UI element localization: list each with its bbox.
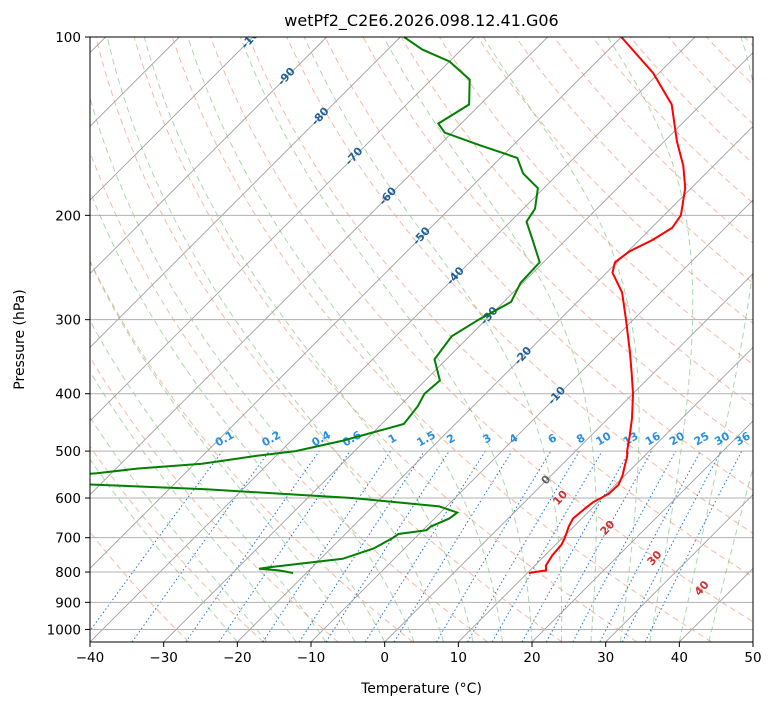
isotherm-line (384, 273, 753, 642)
plot-background (90, 37, 753, 642)
isotherm-line (237, 125, 753, 642)
isotherm-line (90, 37, 475, 422)
dry-adiabat-line (477, 37, 753, 325)
mixing-ratio-line (521, 450, 630, 642)
dry-adiabat-line (400, 37, 753, 407)
dry-adiabat-line (210, 37, 753, 623)
dry-adiabat-line (248, 37, 753, 578)
moist-adiabat-line (90, 189, 386, 642)
moist-adiabat-line (482, 37, 640, 642)
moist-adiabat-line (607, 37, 694, 642)
moist-adiabat-line (106, 37, 445, 642)
moist-adiabat-line (303, 37, 563, 642)
y-tick-label: 1000 (47, 622, 81, 638)
x-tick-label: −30 (149, 650, 178, 666)
moist-adiabat-line (143, 37, 474, 642)
mixing-ratio-line (545, 450, 653, 642)
isotherm-line (163, 52, 753, 642)
temperature-profile-line (528, 37, 687, 574)
isotherm-line (90, 37, 327, 275)
mixing-ratio-line (90, 450, 223, 632)
y-tick-label: 800 (55, 565, 81, 581)
mixing-ratio-line (572, 450, 677, 642)
isotherm-line (90, 37, 254, 201)
sounding-profiles (90, 37, 687, 574)
moist-adiabat-line (708, 466, 753, 642)
x-tick-label: 0 (380, 650, 389, 666)
dry-adiabat-line (171, 37, 712, 642)
y-axis-ticks: 100 200 300 400 500 600 700 800 900 1000 (47, 30, 90, 638)
dry-adiabat-line (133, 37, 638, 642)
skewed-isotherm-lines (90, 37, 753, 642)
plot-area: -100-90-80-70-60-50-40-30-20-1000.1 0.2 0.… (90, 37, 753, 642)
isotherm-line (752, 641, 753, 642)
y-tick-label: 700 (55, 531, 81, 547)
mixing-ratio-line (644, 450, 743, 642)
x-tick-label: 50 (744, 650, 761, 666)
moist-adiabat-line (90, 458, 238, 642)
isotherm-line (531, 420, 753, 642)
x-tick-label: 10 (450, 650, 467, 666)
y-tick-label: 400 (55, 387, 81, 403)
mixing-ratio-line (218, 450, 351, 642)
y-tick-label: 100 (55, 30, 81, 46)
moist-adiabat-line (90, 370, 297, 642)
mixing-ratio-lines (90, 450, 743, 642)
isotherm-line (458, 346, 753, 642)
mixing-ratio-line (131, 450, 270, 642)
isotherm-line (90, 37, 548, 496)
y-tick-label: 500 (55, 444, 81, 460)
y-tick-label: 300 (55, 313, 81, 329)
moist-adiabat-line (239, 37, 533, 642)
mixing-ratio-line (298, 450, 425, 642)
isotherm-line (90, 37, 696, 642)
y-tick-label: 200 (55, 208, 81, 224)
y-axis-label: Pressure (hPa) (12, 289, 28, 389)
mixing-ratio-line (393, 450, 513, 642)
pressure-gridlines (90, 37, 753, 630)
chart-title: wetPf2_C2E6.2026.098.12.41.G06 (284, 11, 558, 31)
dry-adiabat-line (95, 37, 563, 642)
isotherm-line (90, 37, 622, 569)
plot-frame (89, 36, 754, 643)
mixing-ratio-line (262, 450, 392, 642)
isotherm-line (310, 199, 753, 642)
dry-adiabat-lines (90, 37, 753, 642)
isotherm-line (90, 37, 401, 348)
dry-adiabat-line (515, 37, 753, 284)
isotherm-line (605, 494, 753, 642)
moist-adiabat-line (187, 37, 503, 642)
x-tick-label: −20 (223, 650, 252, 666)
mixing-ratio-line (185, 450, 320, 642)
dry-adiabat-line (90, 259, 414, 642)
x-tick-label: 20 (523, 650, 540, 666)
dry-adiabat-line (591, 37, 753, 204)
moist-adiabat-line (90, 319, 327, 642)
y-tick-label: 600 (55, 491, 81, 507)
dry-adiabat-line (90, 445, 264, 642)
y-tick-label: 900 (55, 595, 81, 611)
moist-adiabat-line (383, 37, 597, 642)
x-tick-label: 30 (597, 650, 614, 666)
x-axis-label: Temperature (°C) (360, 681, 482, 697)
dry-adiabat-line (629, 37, 753, 165)
dewpoint-profile-line (90, 37, 541, 574)
x-tick-label: −40 (76, 650, 105, 666)
x-tick-label: 40 (671, 650, 688, 666)
moist-adiabat-line (90, 260, 356, 642)
moist-adiabat-line (678, 37, 753, 642)
x-tick-label: −10 (297, 650, 326, 666)
mixing-ratio-line (325, 450, 450, 642)
dry-adiabat-line (324, 37, 753, 491)
x-axis-ticks: −40 −30 −20 −10 0 10 20 30 40 50 (76, 642, 762, 666)
